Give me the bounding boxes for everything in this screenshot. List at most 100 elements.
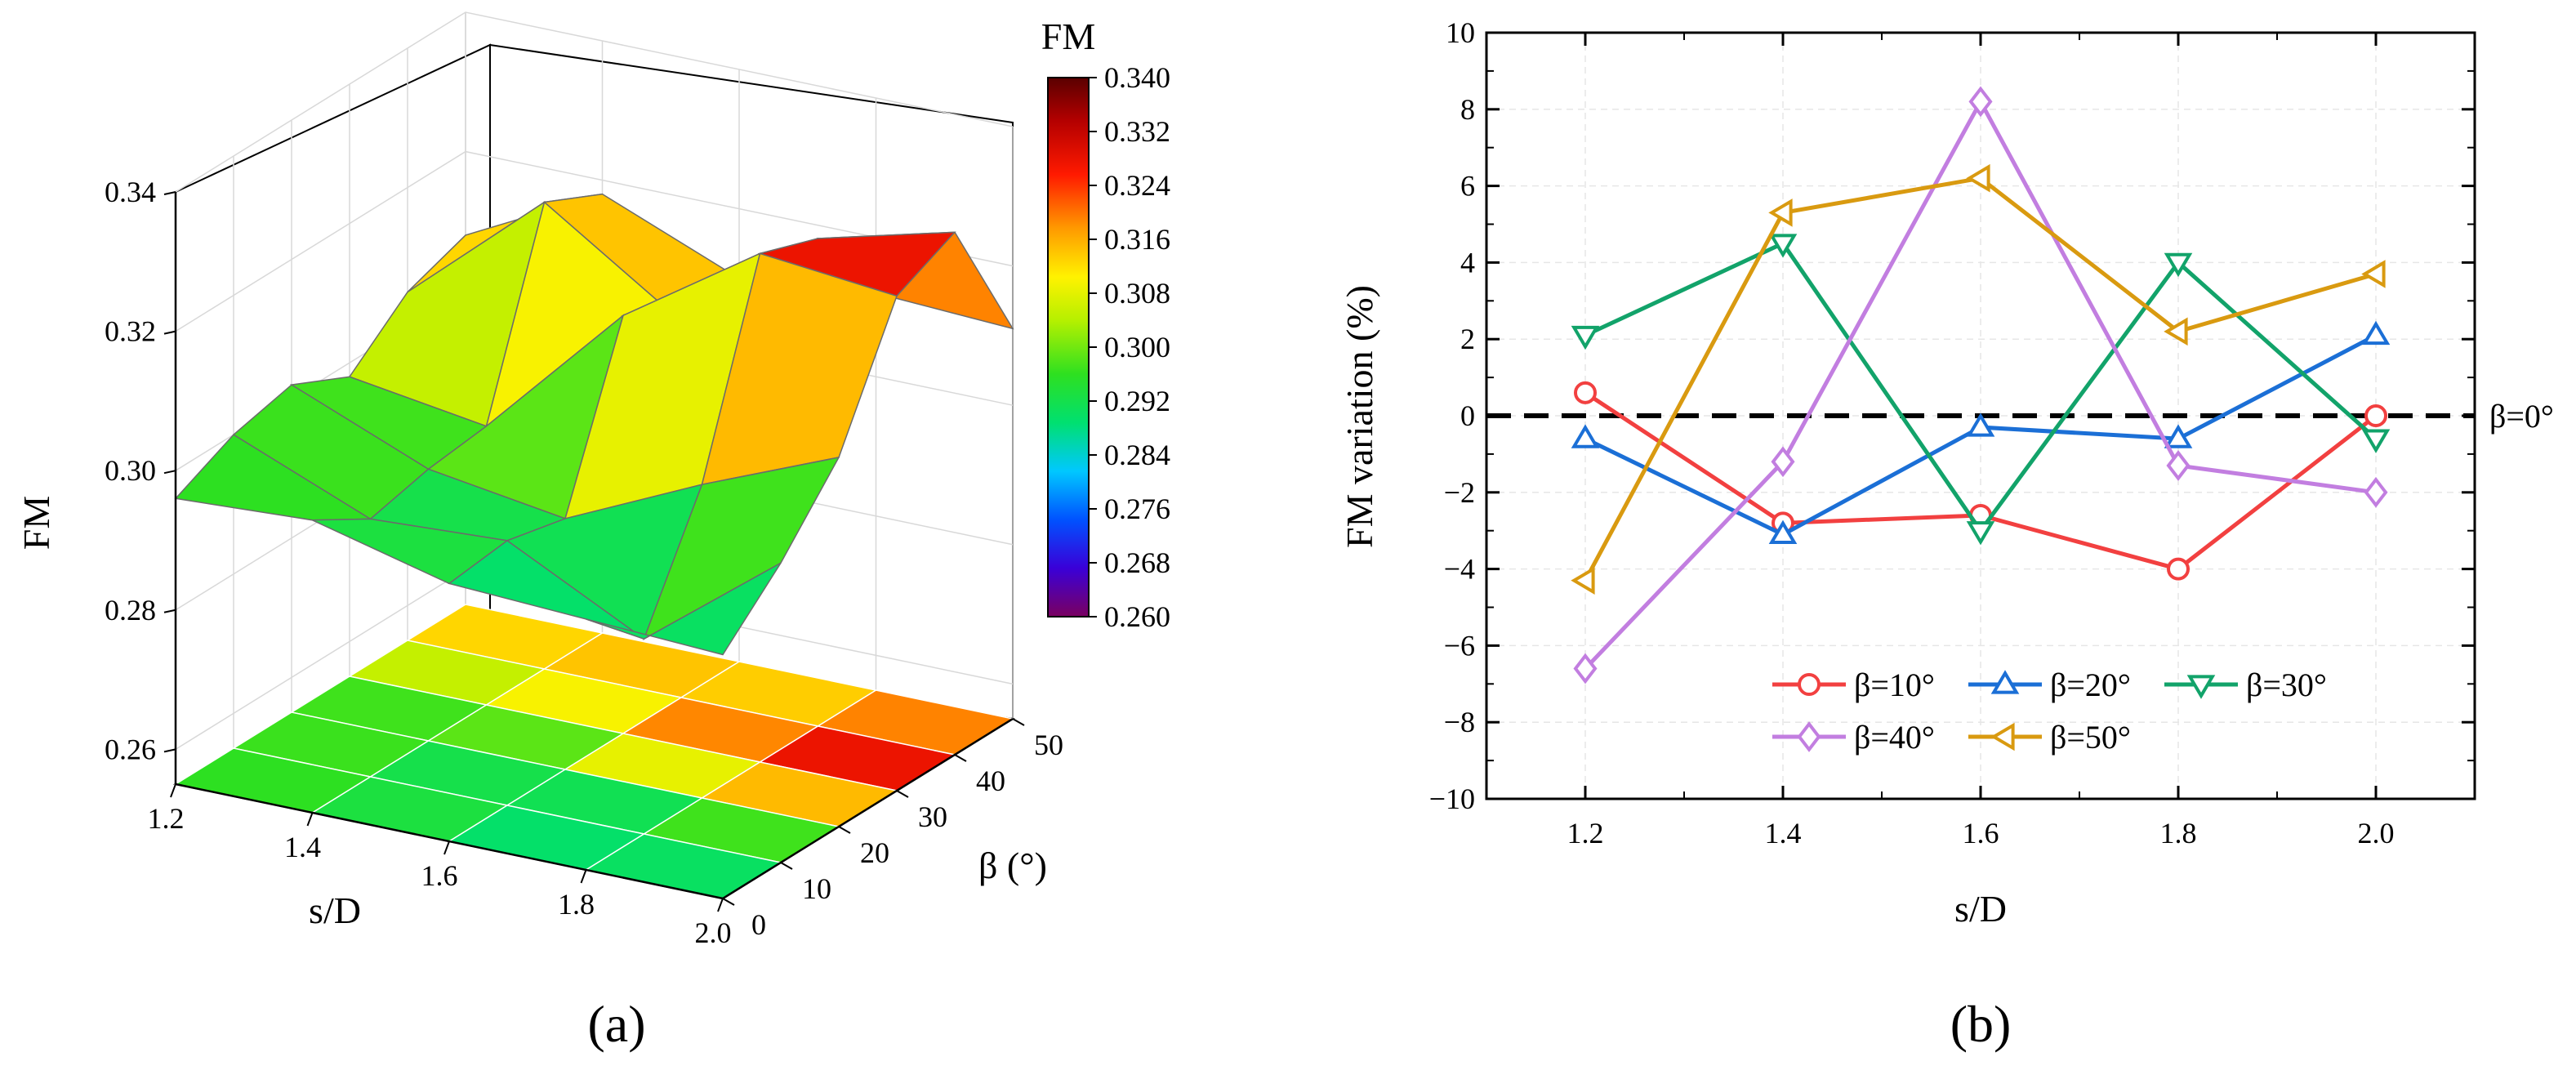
data-point (2364, 476, 2388, 508)
x-tick-label: 2.0 (2358, 817, 2395, 849)
colorbar-ticks: 0.340 0.332 0.324 0.316 0.308 0.300 0.292 0.284… (1089, 61, 1170, 633)
data-point (1574, 381, 1597, 404)
y-tick-label: −4 (1444, 553, 1475, 586)
y-tick-label: 6 (1460, 170, 1475, 203)
colorbar-tick-label: 0.268 (1104, 546, 1170, 579)
y-tick-label: 10 (1446, 16, 1475, 49)
data-point (2364, 404, 2387, 427)
panel-b-ticks: 10 8 6 4 2 0 −2 −4 −6 −8 −10 1.2 1.4 1.6 1.8 2.0 (1429, 16, 2475, 849)
data-point (1966, 163, 1990, 193)
legend-item: β=40° (1772, 719, 1935, 756)
y-tick-label: 4 (1460, 246, 1475, 279)
data-point (1768, 519, 1798, 544)
y-tick-label: −10 (1429, 782, 1475, 815)
z-tick-label: 0.32 (105, 315, 156, 348)
x-tick-label: 1.6 (1963, 817, 1999, 849)
x-tick-label: 1.4 (1765, 817, 1802, 849)
y-tick-mark (838, 826, 851, 834)
y-tick-label: 10 (802, 872, 831, 905)
data-point (2361, 260, 2386, 288)
data-point (1768, 198, 1793, 227)
panel-a-ticks: 0.34 0.32 0.30 0.28 0.26 1.2 1.4 1.6 1.8 2.0 0 10 20… (105, 176, 1063, 949)
legend: β=10° β=20° β=30° β=40° β=50° (1772, 667, 2327, 756)
data-point (1573, 653, 1598, 684)
data-point (2164, 424, 2193, 448)
floor-contour-map (174, 604, 1014, 899)
series-β=40° (1573, 86, 2388, 684)
z-axis-label: FM (16, 496, 57, 550)
y-tick-mark (780, 862, 793, 870)
z-tick-mark (163, 470, 176, 475)
data-point (2166, 450, 2190, 481)
y-tick-label: 30 (918, 800, 947, 833)
x-axis-label-sD: s/D (309, 890, 361, 931)
z-tick-mark (163, 748, 176, 753)
data-point (1571, 424, 1600, 448)
x-tick-mark (580, 869, 587, 884)
fm-surface (174, 193, 1014, 656)
y-tick-mark (954, 754, 967, 762)
data-point (1571, 325, 1600, 350)
colorbar-tick-label: 0.292 (1104, 385, 1170, 417)
y-tick-label: 50 (1034, 729, 1063, 761)
y-tick-label: 0 (751, 908, 766, 941)
x-tick-label: 1.4 (284, 831, 321, 863)
y-tick-label: 20 (860, 836, 889, 869)
colorbar-tick-label: 0.276 (1104, 493, 1170, 525)
series-β=30° (1571, 234, 2391, 546)
colorbar-tick-label: 0.284 (1104, 439, 1170, 471)
x-tick-label: 1.2 (1567, 817, 1604, 849)
z-tick-mark (163, 609, 176, 613)
data-point (1966, 521, 1995, 546)
z-tick-label: 0.28 (105, 594, 156, 626)
y-tick-label: 40 (976, 765, 1005, 797)
z-tick-label: 0.34 (105, 176, 156, 208)
x-tick-label: 1.8 (2160, 817, 2197, 849)
y-axis-line (722, 717, 1014, 900)
data-point (1771, 446, 1795, 478)
legend-label: β=20° (2050, 667, 2131, 703)
colorbar-tick-label: 0.308 (1104, 277, 1170, 310)
data-point (1966, 412, 1995, 437)
series-β=20° (1571, 320, 2391, 544)
y-tick-label: −6 (1444, 629, 1475, 662)
panel-a-label: (a) (587, 995, 645, 1053)
panel-b-label: (b) (1950, 995, 2012, 1053)
panel-b-line-chart: 10 8 6 4 2 0 −2 −4 −6 −8 −10 1.2 1.4 1.6 1.8 2.0 β=0° β… (1339, 16, 2554, 1053)
data-point (2167, 557, 2190, 581)
z-tick-mark (163, 330, 176, 335)
data-point (1768, 234, 1798, 258)
data-point (1571, 566, 1595, 595)
y-tick-mark (722, 898, 735, 906)
legend-marker (1798, 673, 1821, 696)
legend-item: β=50° (1968, 719, 2131, 756)
y-tick-label: −2 (1444, 476, 1475, 509)
legend-marker (1990, 670, 2020, 694)
legend-item: β=20° (1968, 667, 2131, 703)
y-tick-label: 8 (1460, 93, 1475, 126)
data-point (2361, 429, 2391, 453)
colorbar-title: FM (1041, 16, 1095, 57)
colorbar-tick-label: 0.332 (1104, 115, 1170, 148)
legend-label: β=50° (2050, 719, 2131, 756)
x-axis-label-sD: s/D (1954, 888, 2007, 930)
x-tick-mark (306, 812, 314, 827)
y-tick-label: −8 (1444, 706, 1475, 738)
legend-marker (1990, 722, 2015, 751)
y-axis-label-fm-variation: FM variation (%) (1339, 285, 1380, 548)
legend-label: β=10° (1854, 667, 1935, 703)
reference-label: β=0° (2489, 398, 2554, 435)
data-point (1968, 86, 1993, 118)
y-tick-label: 0 (1460, 399, 1475, 432)
x-tick-label: 2.0 (695, 916, 732, 949)
z-tick-mark (163, 191, 176, 195)
y-tick-label: 2 (1460, 323, 1475, 355)
colorbar-tick-label: 0.260 (1104, 600, 1170, 633)
data-point (2164, 252, 2193, 278)
legend-item: β=10° (1772, 667, 1935, 703)
legend-marker (2186, 675, 2216, 699)
data-point (2164, 317, 2188, 346)
x-tick-mark (717, 898, 724, 912)
legend-marker (1797, 721, 1821, 752)
